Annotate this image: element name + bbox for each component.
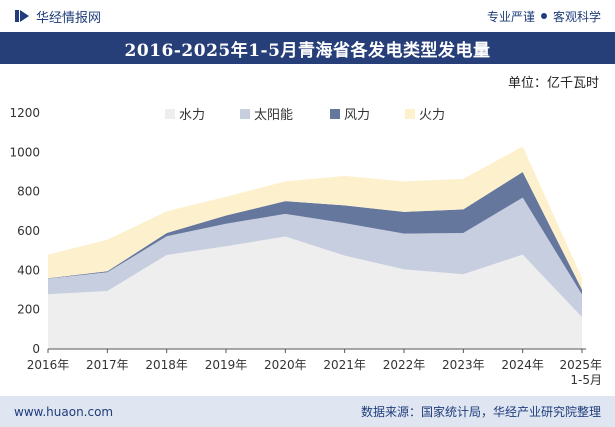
y-tick-label: 1200 [9, 106, 40, 120]
x-tick-label: 2016年 [27, 358, 70, 372]
chart-axes: 0 200 400 600 800 1000 1200 2016年 2017年 2018年 2019… [9, 106, 602, 387]
y-tick-label: 400 [17, 263, 40, 277]
legend-item: 风力 [330, 108, 370, 123]
logo-icon [15, 10, 29, 22]
tagline-right: 客观科学 [552, 9, 601, 24]
legend-swatch [165, 109, 175, 119]
x-tick-label: 2020年 [264, 358, 307, 372]
x-tick-label: 2025年 1-5月 [559, 358, 602, 387]
footer-site: www.huaon.com [14, 404, 114, 419]
y-tick-label: 200 [17, 303, 40, 317]
x-tick-label: 2017年 [86, 358, 129, 372]
y-tick-label: 0 [32, 342, 40, 356]
dot-icon [540, 13, 547, 19]
legend-label: 太阳能 [254, 108, 293, 123]
legend-swatch [240, 109, 250, 119]
legend-item: 火力 [405, 108, 445, 123]
area-series-0 [48, 236, 582, 349]
tagline: 专业严谨 客观科学 [487, 8, 601, 25]
legend-swatch [405, 109, 415, 119]
legend-label: 风力 [344, 108, 370, 123]
chart: 0 200 400 600 800 1000 1200 2016年 2017年 2018年 2019… [9, 106, 602, 387]
y-tick-label: 600 [17, 224, 40, 238]
x-tick-label: 2018年 [145, 358, 188, 372]
brand-name: 华经情报网 [36, 10, 102, 26]
x-tick-label: 2022年 [383, 358, 426, 372]
x-tick-label: 2024年 [501, 358, 544, 372]
x-tick-label: 2023年 [442, 358, 485, 372]
unit-label: 单位：亿千瓦时 [507, 76, 599, 91]
top-bar: 华经情报网 专业严谨 客观科学 [0, 0, 615, 32]
legend-label: 火力 [419, 108, 445, 123]
footer: www.huaon.com 数据来源：国家统计局，华经产业研究院整理 [0, 396, 615, 427]
legend-label: 水力 [179, 108, 205, 123]
chart-title: 2016-2025年1-5月青海省各发电类型发电量 [0, 32, 615, 64]
area-series-2 [48, 172, 582, 295]
area-series-3 [48, 146, 582, 290]
x-tick-label: 2021年 [323, 358, 366, 372]
legend-item: 太阳能 [240, 108, 293, 123]
legend-item: 水力 [165, 108, 205, 123]
area-series-1 [48, 197, 582, 318]
footer-source: 数据来源：国家统计局，华经产业研究院整理 [360, 405, 601, 419]
brand: 华经情报网 [14, 7, 101, 26]
chart-areas [48, 146, 582, 349]
x-tick-label: 2019年 [205, 358, 248, 372]
chart-legend: 水力 太阳能 风力 火力 [165, 108, 445, 123]
y-tick-label: 800 [17, 185, 40, 199]
tagline-left: 专业严谨 [486, 9, 535, 24]
y-tick-label: 1000 [9, 145, 40, 159]
legend-swatch [330, 109, 340, 119]
